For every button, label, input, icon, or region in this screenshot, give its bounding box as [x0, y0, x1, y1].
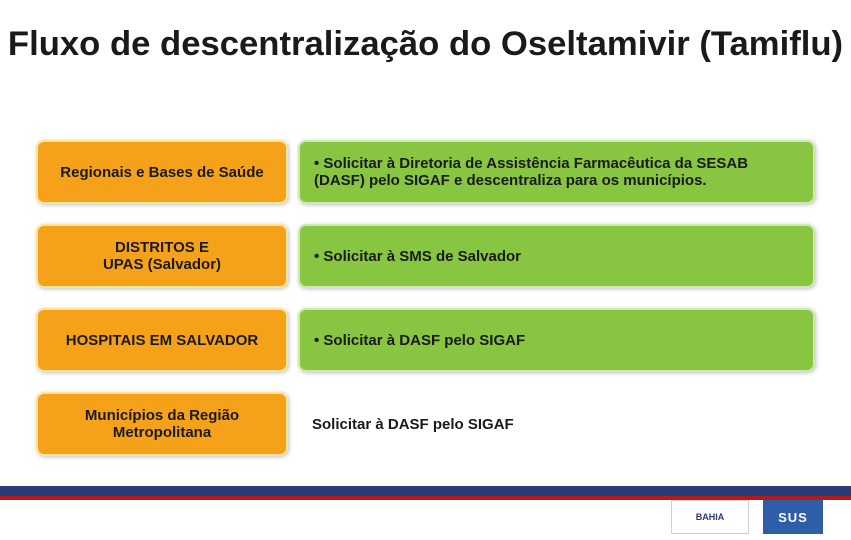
logo-sus: SUS [763, 500, 823, 534]
right-box-hospitais: • Solicitar à DASF pelo SIGAF [298, 308, 815, 372]
flow-row: HOSPITAIS EM SALVADOR • Solicitar à DASF… [36, 308, 815, 372]
left-box-label: HOSPITAIS EM SALVADOR [66, 332, 259, 349]
right-box-text: • Solicitar à DASF pelo SIGAF [314, 332, 525, 349]
left-box-label: Municípios da Região Metropolitana [85, 407, 239, 441]
left-box-line2: UPAS (Salvador) [103, 256, 221, 273]
left-box-municipios: Municípios da Região Metropolitana [36, 392, 288, 456]
left-box-regionais: Regionais e Bases de Saúde [36, 140, 288, 204]
left-box-line1: DISTRITOS E [103, 239, 221, 256]
right-plain-municipios: Solicitar à DASF pelo SIGAF [298, 392, 815, 456]
left-box-hospitais: HOSPITAIS EM SALVADOR [36, 308, 288, 372]
flow-row: Municípios da Região Metropolitana Solic… [36, 392, 815, 456]
left-box-label: DISTRITOS E UPAS (Salvador) [103, 239, 221, 273]
footer-bar [0, 486, 851, 500]
right-box-regionais: • Solicitar à Diretoria de Assistência F… [298, 140, 815, 204]
left-box-label: Regionais e Bases de Saúde [60, 164, 263, 181]
flow-row: Regionais e Bases de Saúde • Solicitar à… [36, 140, 815, 204]
footer-band-blue [0, 486, 851, 496]
right-box-text: • Solicitar à Diretoria de Assistência F… [314, 155, 799, 189]
slide-title: Fluxo de descentralização do Oseltamivir… [0, 24, 851, 65]
left-box-line1: Municípios da Região [85, 407, 239, 424]
right-plain-text: Solicitar à DASF pelo SIGAF [312, 416, 514, 433]
flow-rows: Regionais e Bases de Saúde • Solicitar à… [36, 140, 815, 456]
left-box-distritos: DISTRITOS E UPAS (Salvador) [36, 224, 288, 288]
footer-logos: BAHIA SUS [671, 500, 823, 534]
slide: { "title": { "text": "Fluxo de descentra… [0, 0, 851, 540]
logo-sus-label: SUS [778, 510, 808, 525]
flow-row: DISTRITOS E UPAS (Salvador) • Solicitar … [36, 224, 815, 288]
left-box-line2: Metropolitana [85, 424, 239, 441]
logo-bahia-label: BAHIA [696, 512, 725, 522]
right-box-distritos: • Solicitar à SMS de Salvador [298, 224, 815, 288]
right-box-text: • Solicitar à SMS de Salvador [314, 248, 521, 265]
logo-bahia: BAHIA [671, 500, 749, 534]
